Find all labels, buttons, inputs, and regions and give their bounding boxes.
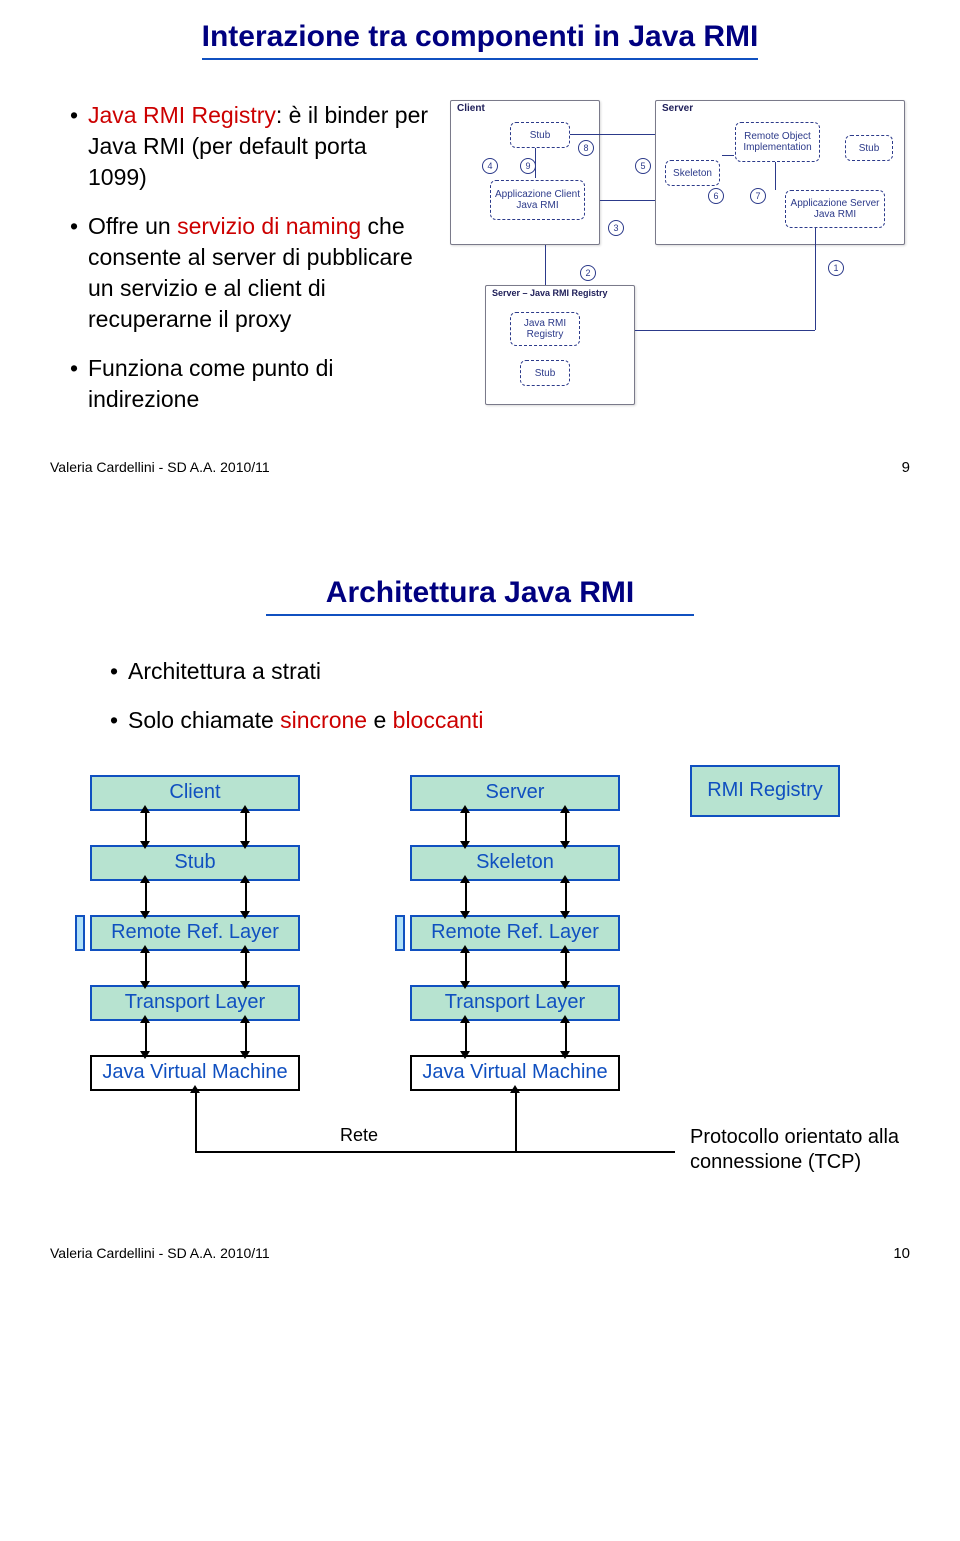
diagram-registry-hdr: Server – Java RMI Registry [486,286,634,300]
box-client: Client [90,775,300,811]
diagram-app-client: Applicazione Client Java RMI [490,180,585,220]
box-rrl1: Remote Ref. Layer [90,915,300,951]
p2-b2-hi2: bloccanti [393,707,484,733]
bullet-1-hi: Java RMI Registry [88,102,276,128]
diagram-client-hdr: Client [451,101,599,116]
bullet-2-hi: servizio di naming [177,213,361,239]
protocol-note: Protocollo orientato alla connessione (T… [690,1125,910,1175]
bullet-3: Funziona come punto di indirezione [70,353,430,415]
box-rrl1-tab [75,915,85,951]
step-4: 4 [482,158,498,174]
rete-label: Rete [340,1125,378,1146]
step-3: 3 [608,220,624,236]
box-server: Server [410,775,620,811]
box-skeleton: Skeleton [410,845,620,881]
step-6: 6 [708,188,724,204]
step-5: 5 [635,158,651,174]
bullet-list-1: Java RMI Registry: è il binder per Java … [50,100,430,433]
diagram-stub-reg: Stub [520,360,570,386]
box-stub: Stub [90,845,300,881]
step-7: 7 [750,188,766,204]
p2-b2-pre: Solo chiamate [128,707,280,733]
architecture-diagram: Client Server RMI Registry Stub Skeleton… [50,755,910,1235]
bullet-2: Offre un servizio di naming che consente… [70,211,430,335]
p2-bullet-2: Solo chiamate sincrone e bloccanti [110,705,910,736]
p2-b2-hi1: sincrone [280,707,367,733]
p2-bullet-1: Architettura a strati [110,656,910,687]
bullet-1: Java RMI Registry: è il binder per Java … [70,100,430,193]
footer-right-2: 10 [893,1245,910,1262]
page-title-1: Interazione tra componenti in Java RMI [202,20,759,60]
step-9: 9 [520,158,536,174]
step-1: 1 [828,260,844,276]
box-rrl2: Remote Ref. Layer [410,915,620,951]
p2-b2-mid: e [367,707,393,733]
footer-left-1: Valeria Cardellini - SD A.A. 2010/11 [50,459,270,476]
diagram-server-hdr: Server [656,101,904,116]
box-rrl2-tab [395,915,405,951]
box-rmi-registry: RMI Registry [690,765,840,817]
footer-right-1: 9 [902,459,910,476]
diagram-app-server: Applicazione Server Java RMI [785,190,885,228]
diagram-skeleton: Skeleton [665,160,720,186]
diagram-stub-server: Stub [845,135,893,161]
bullet-2-pre: Offre un [88,213,177,239]
diagram-remote-impl: Remote Object Implementation [735,122,820,162]
step-2: 2 [580,265,596,281]
rmi-diagram: Client Stub Applicazione Client Java RMI… [450,100,910,430]
footer-left-2: Valeria Cardellini - SD A.A. 2010/11 [50,1245,270,1262]
step-8: 8 [578,140,594,156]
box-tl1: Transport Layer [90,985,300,1021]
diagram-rmi-reg: Java RMI Registry [510,312,580,346]
diagram-stub-1: Stub [510,122,570,148]
box-tl2: Transport Layer [410,985,620,1021]
page-title-2: Architettura Java RMI [266,576,694,616]
